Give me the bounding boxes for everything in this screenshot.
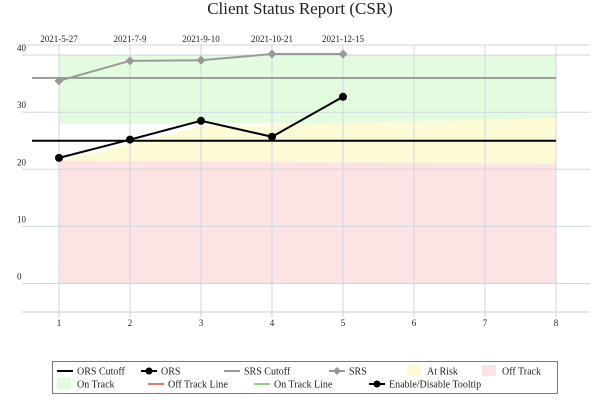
y-tick-label: 20 xyxy=(17,157,27,167)
grid xyxy=(22,44,590,312)
x-tick-label: 1 xyxy=(57,318,62,328)
legend-label-at-risk: At Risk xyxy=(427,367,458,378)
date-tick-label: 2021-9-10 xyxy=(182,34,220,44)
series xyxy=(54,49,348,162)
legend-label-on-track: On Track xyxy=(77,380,115,391)
date-tick-label: 2021-10-21 xyxy=(251,34,293,44)
x-tick-label: 2 xyxy=(128,318,133,328)
legend-marker-enable-disable-tooltip xyxy=(373,380,381,388)
date-tick-label: 2021-12-15 xyxy=(322,34,364,44)
x-tick-label: 5 xyxy=(341,318,346,328)
zone-bands xyxy=(59,55,556,284)
legend-label-ors-cutoff: ORS Cutoff xyxy=(77,367,126,378)
srs-point xyxy=(267,49,277,59)
legend-marker-ors xyxy=(145,367,153,375)
cutoff-lines xyxy=(32,77,556,142)
x-tick-label: 4 xyxy=(270,318,275,328)
srs-point xyxy=(54,76,64,86)
x-tick-label: 6 xyxy=(412,318,417,328)
legend-label-off-track: Off Track xyxy=(502,367,541,378)
legend: ORS Cutoff ORS SRS Cutoff SRS At Risk Off Tra… xyxy=(52,361,558,394)
x-axis: 1 2 3 4 5 6 7 8 xyxy=(22,311,590,328)
legend-label-srs: SRS xyxy=(349,367,367,378)
ors-point xyxy=(126,135,134,144)
y-axis: 0 10 20 30 40 xyxy=(17,43,27,281)
x-tick-label: 3 xyxy=(199,318,204,328)
ors-point xyxy=(268,132,276,141)
band-off-track xyxy=(59,160,556,284)
y-tick-label: 0 xyxy=(17,271,22,281)
legend-label-enable-disable-tooltip: Enable/Disable Tooltip xyxy=(389,380,481,391)
x-tick-label: 8 xyxy=(554,318,559,328)
legend-swatch-at-risk xyxy=(407,365,421,376)
y-tick-label: 10 xyxy=(17,214,27,224)
y-tick-label: 30 xyxy=(17,100,27,110)
srs-point xyxy=(196,55,206,65)
legend-label-srs-cutoff: SRS Cutoff xyxy=(244,367,291,378)
legend-label-ors: ORS xyxy=(161,367,180,378)
legend-label-off-track-line: Off Track Line xyxy=(168,380,228,391)
ors-point xyxy=(55,153,63,162)
ors-point xyxy=(339,92,347,101)
date-tick-label: 2021-7-9 xyxy=(114,34,147,44)
ors-point xyxy=(197,116,205,125)
y-tick-label: 40 xyxy=(17,43,27,53)
srs-point xyxy=(338,49,348,59)
legend-items: ORS Cutoff ORS SRS Cutoff SRS At Risk Off Tra… xyxy=(57,365,541,391)
chart-title: Client Status Report (CSR) xyxy=(207,0,393,18)
date-tick-label: 2021-5-27 xyxy=(40,34,78,44)
legend-swatch-off-track xyxy=(482,365,496,376)
legend-swatch-on-track xyxy=(57,378,71,389)
band-on-track xyxy=(59,55,556,124)
legend-label-on-track-line: On Track Line xyxy=(274,380,333,391)
legend-marker-srs xyxy=(333,367,341,375)
srs-point xyxy=(125,56,135,66)
date-axis: 2021-5-27 2021-7-9 2021-9-10 2021-10-21 2021… xyxy=(40,34,364,50)
x-tick-label: 7 xyxy=(483,318,488,328)
